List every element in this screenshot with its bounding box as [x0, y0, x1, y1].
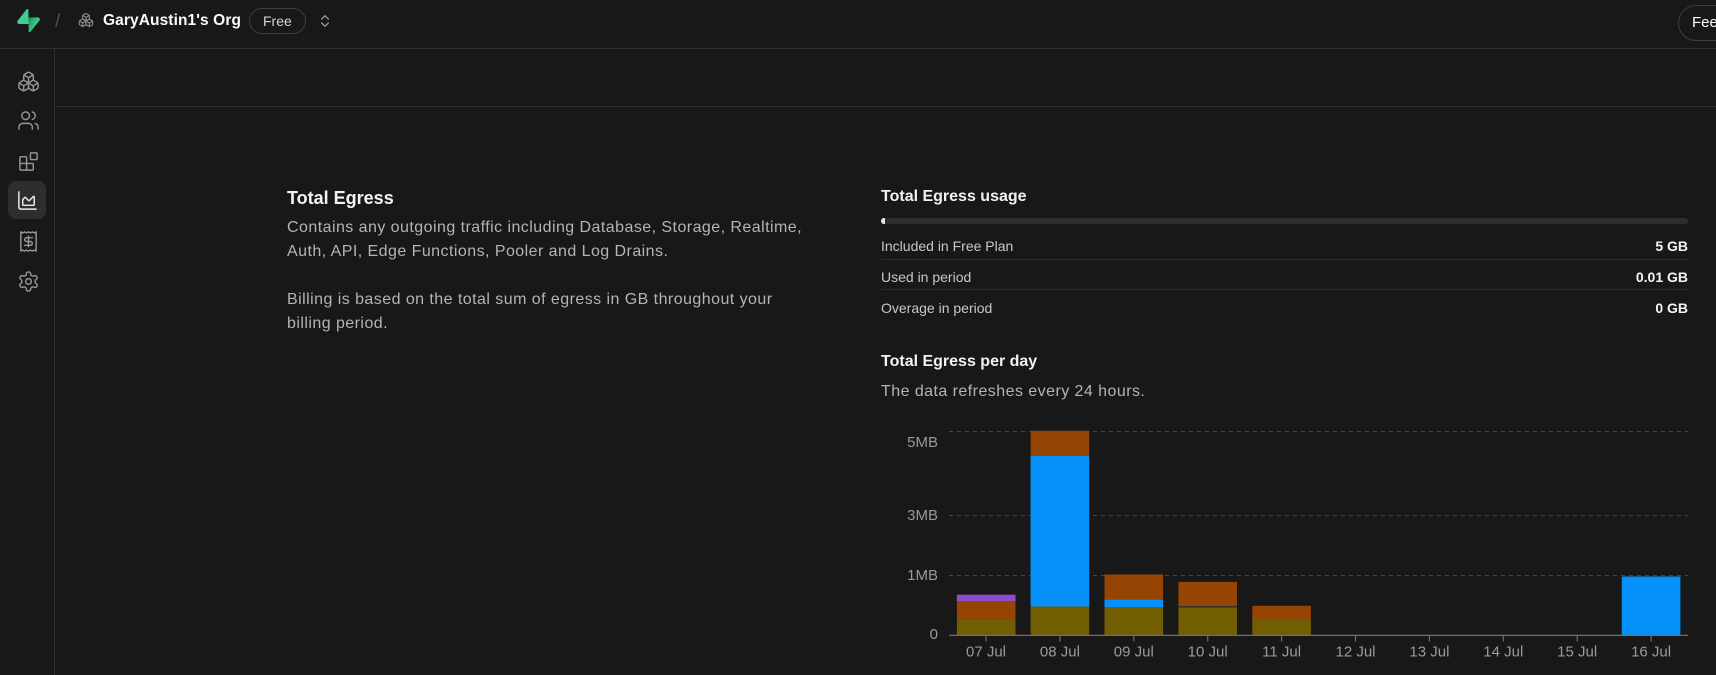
svg-text:11 Jul: 11 Jul: [1262, 644, 1301, 661]
svg-text:09 Jul: 09 Jul: [1114, 644, 1154, 661]
svg-text:13 Jul: 13 Jul: [1409, 644, 1449, 661]
svg-text:15 Jul: 15 Jul: [1557, 644, 1597, 661]
svg-text:0: 0: [930, 626, 938, 643]
svg-text:14 Jul: 14 Jul: [1483, 644, 1523, 661]
svg-text:5MB: 5MB: [907, 434, 938, 451]
svg-text:10 Jul: 10 Jul: [1188, 644, 1228, 661]
svg-text:16 Jul: 16 Jul: [1631, 644, 1671, 661]
svg-text:3MB: 3MB: [907, 507, 938, 524]
svg-text:07 Jul: 07 Jul: [966, 644, 1006, 661]
svg-text:08 Jul: 08 Jul: [1040, 644, 1080, 661]
svg-text:1MB: 1MB: [907, 567, 938, 584]
svg-text:12 Jul: 12 Jul: [1335, 644, 1375, 661]
